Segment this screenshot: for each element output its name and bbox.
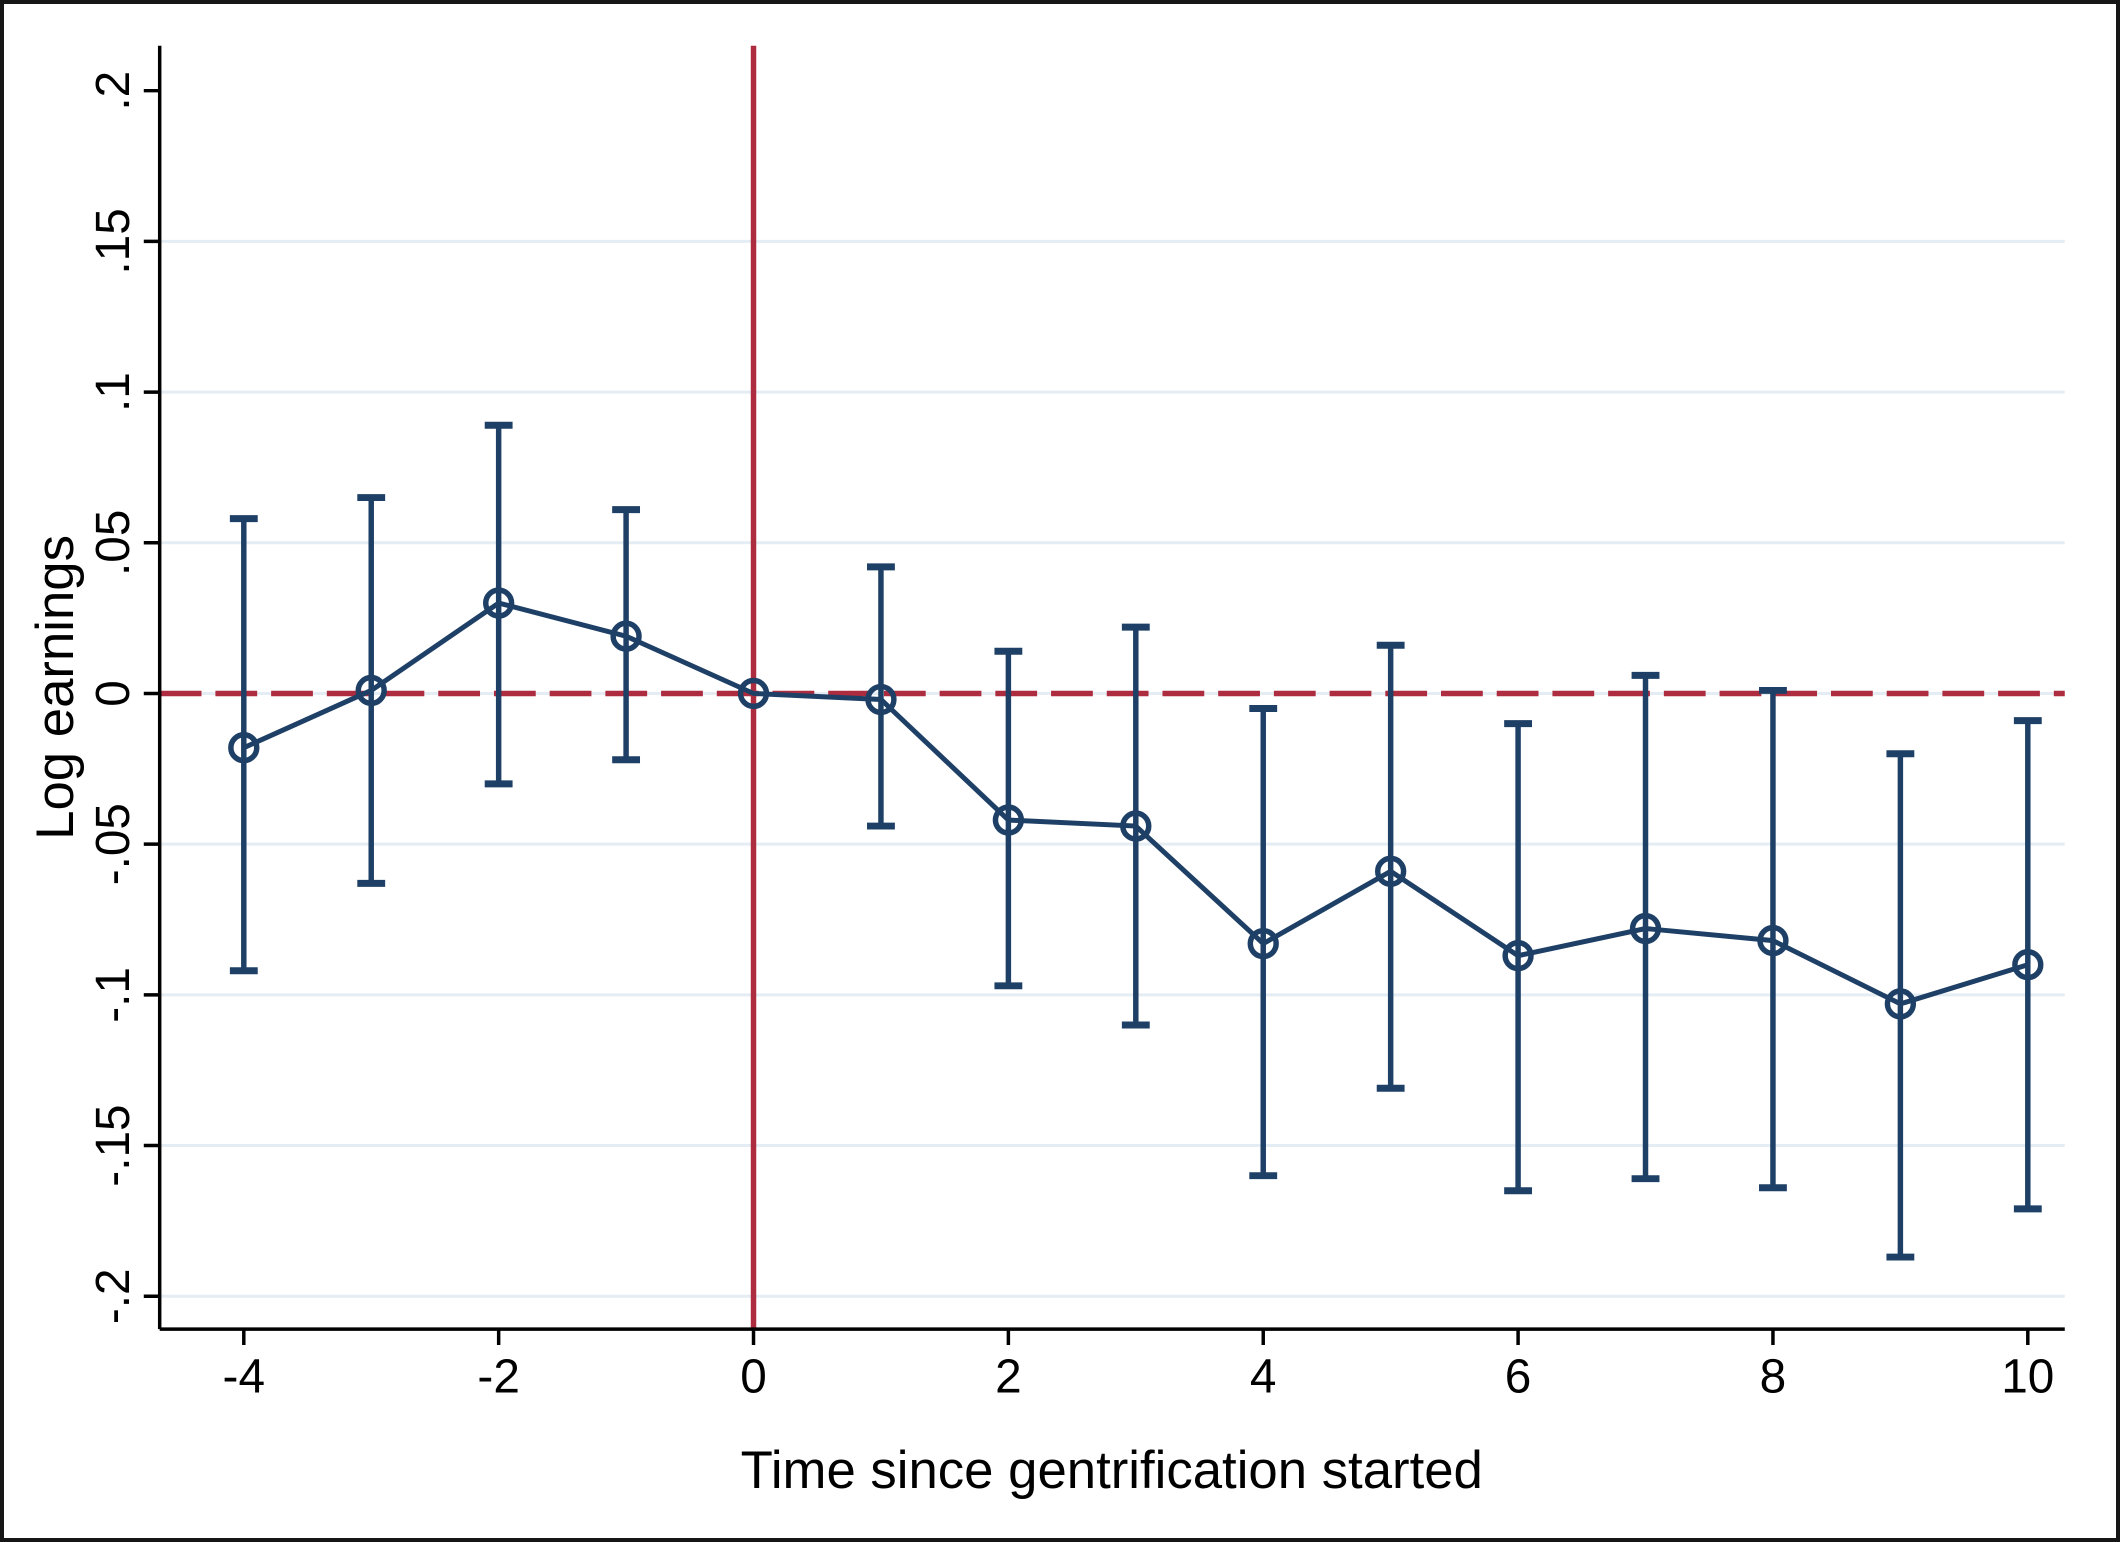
- y-tick-label: 0: [87, 680, 140, 707]
- data-point-marker: [482, 587, 515, 619]
- data-point-markers: [228, 587, 2044, 1020]
- reference-lines: [159, 45, 2065, 1330]
- confidence-interval-bar: [867, 563, 895, 830]
- x-tick-label: 4: [1250, 1351, 1277, 1404]
- data-point-marker: [737, 677, 770, 710]
- data-point-marker: [1120, 810, 1152, 842]
- x-tick-label: 8: [1760, 1351, 1787, 1404]
- data-point-marker: [1374, 855, 1407, 887]
- series-line-group: [242, 600, 2029, 1007]
- y-tick-label: .15: [87, 208, 140, 274]
- x-axis-title: Time since gentrification started: [741, 1441, 1483, 1500]
- data-point-marker: [2012, 949, 2044, 981]
- y-tick-label: -.1: [87, 967, 140, 1023]
- y-tick-label: -.05: [87, 803, 140, 885]
- data-point-marker: [1502, 940, 1534, 972]
- tick-labels: .2 .15 .1 .05 0 -.05 -.1 -.15 -.2 -4 -2 0 2 4 6 8 10: [87, 71, 2054, 1404]
- y-tick-label: -.15: [87, 1104, 140, 1186]
- y-tick-label: .05: [87, 510, 140, 576]
- data-point-marker: [992, 804, 1025, 836]
- confidence-interval-bar: [229, 515, 258, 975]
- series-line: [242, 600, 2029, 1007]
- x-tick-label: -4: [223, 1351, 265, 1404]
- y-axis-title: Log earnings: [26, 535, 85, 840]
- data-point-marker: [1629, 912, 1662, 945]
- x-tick-label: 10: [2001, 1351, 2054, 1404]
- data-point-marker: [1247, 927, 1279, 960]
- data-point-marker: [1757, 924, 1789, 957]
- data-point-marker: [228, 732, 260, 764]
- data-point-marker: [1884, 988, 1917, 1020]
- event-study-plot: .2 .15 .1 .05 0 -.05 -.1 -.15 -.2 -4 -2 0 2 4 6 8 10 Tim…: [26, 45, 2065, 1500]
- x-tick-label: -2: [477, 1351, 519, 1404]
- x-tick-label: 0: [740, 1351, 767, 1404]
- y-tick-label: .1: [87, 372, 140, 412]
- gridlines: [159, 239, 2065, 1298]
- data-point-marker: [355, 674, 387, 707]
- data-point-marker: [865, 683, 897, 716]
- y-tick-label: -.2: [87, 1268, 140, 1324]
- x-tick-label: 6: [1505, 1351, 1532, 1404]
- data-point-marker: [610, 620, 642, 652]
- x-tick-label: 2: [995, 1351, 1022, 1404]
- y-tick-label: .2: [87, 71, 140, 111]
- confidence-interval-bar: [1376, 641, 1405, 1092]
- axes: [143, 45, 2065, 1346]
